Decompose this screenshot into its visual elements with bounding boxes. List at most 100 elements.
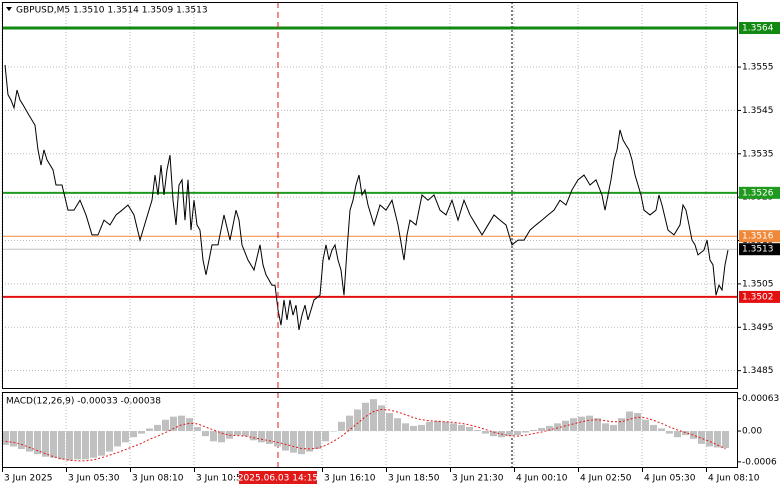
- macd-bar: [410, 425, 417, 432]
- macd-bar: [298, 431, 305, 455]
- macd-bar: [234, 431, 241, 436]
- macd-bar: [162, 419, 169, 432]
- macd-bar: [26, 431, 33, 452]
- level-price-box: [739, 230, 780, 243]
- macd-bar: [346, 415, 353, 432]
- x-tick-label: 3 Jun 05:30: [68, 474, 120, 484]
- macd-bar: [570, 418, 577, 432]
- macd-bar: [554, 423, 561, 432]
- y-tick-label: -0.0006: [742, 457, 777, 467]
- y-tick-label: 0.00: [742, 427, 762, 437]
- x-tick-label: 3 Jun 18:50: [388, 474, 440, 484]
- macd-bar: [690, 431, 697, 439]
- level-price-label: 1.3564: [742, 24, 774, 34]
- macd-bar: [66, 431, 73, 461]
- macd-bar: [290, 431, 297, 453]
- x-tick-label: 4 Jun 08:10: [708, 474, 760, 484]
- crosshair-time-label: 2025.06.03 14:15: [238, 474, 318, 484]
- x-tick-label: 4 Jun 00:10: [516, 474, 568, 484]
- macd-bar: [602, 423, 609, 432]
- x-tick-label: 3 Jun 10:50: [196, 474, 248, 484]
- macd-bar: [458, 424, 465, 432]
- x-tick-label: 3 Jun 2025: [4, 474, 52, 484]
- macd-title: MACD(12,26,9) -0.00033 -0.00038: [6, 397, 161, 407]
- y-tick-label: 1.3485: [742, 366, 774, 376]
- macd-bar: [706, 431, 713, 447]
- macd-bar: [98, 431, 105, 456]
- axes: 1.35551.35451.35351.35251.35151.35051.34…: [2, 22, 780, 484]
- macd-bar: [402, 423, 409, 432]
- macd-bar: [450, 423, 457, 432]
- chart-title: GBPUSD,M5 1.3510 1.3514 1.3509 1.3513: [16, 6, 208, 16]
- macd-bar: [378, 405, 385, 432]
- macd-bar: [42, 431, 49, 457]
- current-price-box: [739, 243, 780, 256]
- macd-bar: [370, 399, 377, 432]
- macd-bar: [658, 428, 665, 432]
- macd-bar: [10, 431, 17, 447]
- macd-bar: [466, 426, 473, 432]
- y-tick-label: 1.3535: [742, 149, 774, 159]
- macd-bar: [362, 402, 369, 432]
- x-tick-label: 3 Jun 21:30: [452, 474, 504, 484]
- macd-bar: [586, 415, 593, 432]
- macd-bar: [330, 431, 337, 432]
- macd-bar: [394, 418, 401, 432]
- macd-bar: [530, 430, 537, 432]
- macd-bar: [82, 431, 89, 460]
- macd-bar: [522, 431, 529, 433]
- macd-bar: [146, 428, 153, 432]
- macd-bar: [34, 431, 41, 455]
- macd-bar: [218, 431, 225, 443]
- macd-bar: [50, 431, 57, 458]
- macd-bar: [18, 431, 25, 450]
- macd-bar: [442, 421, 449, 432]
- macd-bar: [618, 418, 625, 432]
- y-tick-label: 1.3495: [742, 323, 774, 333]
- macd-bar: [106, 431, 113, 452]
- macd-bar: [506, 431, 513, 437]
- x-tick-label: 4 Jun 05:30: [644, 474, 696, 484]
- macd-bar: [58, 431, 65, 460]
- macd-bar: [354, 409, 361, 432]
- macd-bar: [634, 413, 641, 432]
- macd-bar: [90, 431, 97, 458]
- macd-bar: [2, 431, 9, 445]
- menu-triangle[interactable]: [6, 7, 12, 11]
- signal-line: [5, 408, 726, 462]
- macd-bar: [242, 431, 249, 437]
- macd-bar: [170, 416, 177, 432]
- macd-bar: [154, 424, 161, 432]
- level-price-label: 1.3516: [742, 232, 774, 242]
- level-price-box: [739, 186, 780, 199]
- macd-bar: [426, 421, 433, 432]
- main-grid: [1, 2, 737, 388]
- level-price-label: 1.3526: [742, 188, 774, 198]
- macd-bar: [122, 431, 129, 443]
- price-line: [4, 64, 729, 330]
- macd-panel-frame: [2, 392, 738, 468]
- macd-bar: [474, 430, 481, 432]
- macd-bar: [138, 431, 145, 434]
- macd-bar: [490, 431, 497, 437]
- macd-bar: [258, 431, 265, 443]
- macd-bar: [186, 418, 193, 432]
- macd-bar: [578, 416, 585, 432]
- macd-bar: [650, 424, 657, 432]
- macd-bar: [682, 431, 689, 436]
- macd-bar: [266, 431, 273, 444]
- macd-bar: [714, 431, 721, 448]
- macd-bar: [314, 431, 321, 450]
- y-tick-label: 1.3545: [742, 106, 774, 116]
- x-tick-label: 3 Jun 16:10: [324, 474, 376, 484]
- macd-bar: [418, 424, 425, 432]
- macd-bar: [698, 431, 705, 444]
- macd-bar: [210, 431, 217, 442]
- price-panel: [2, 2, 737, 467]
- level-price-box: [739, 22, 780, 35]
- y-tick-label: 0.00063: [742, 394, 779, 404]
- macd-bar: [722, 431, 729, 448]
- price-panel-frame: [2, 2, 738, 389]
- macd-bar: [546, 425, 553, 432]
